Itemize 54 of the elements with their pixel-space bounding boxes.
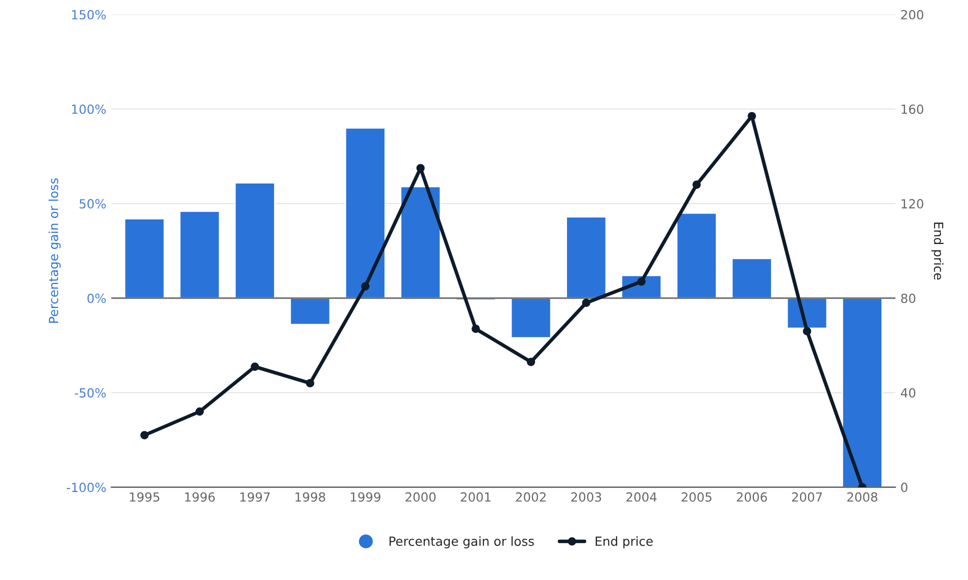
x-tick-label: 2006 [736,492,767,502]
y2-tick-label: 120 [902,199,924,209]
x-tick-label: 1996 [185,492,215,502]
bar [676,212,718,299]
point [692,180,701,189]
y2-tick-label: 80 [901,294,916,304]
x-tick-label: 2002 [516,492,546,502]
legend-label: Percentage gain or loss [390,536,534,548]
point [416,164,425,172]
point [526,358,536,366]
point [306,379,314,388]
y-tick-label: 50% [80,199,106,209]
x-tick-label: 1995 [130,492,160,502]
bar [234,182,276,299]
y2-tick-label: 0 [901,482,908,492]
x-tick-label: 1998 [296,492,326,502]
y-tick-label: 0% [87,294,106,304]
y-axis-title: Percentage gain or loss [48,178,61,323]
point [250,362,260,371]
point [140,431,149,440]
point [361,282,370,290]
bar [510,297,552,339]
x-tick-label: 2000 [406,492,436,502]
x-tick-label: 2001 [460,492,491,502]
point [196,407,204,416]
y2-tick-label: 160 [902,104,924,114]
x-tick-label: 1999 [350,492,380,502]
y2-axis-title: End price [931,222,944,280]
x-tick-label: 1997 [240,492,270,502]
legend-label: End price [596,536,653,548]
bar [400,186,442,299]
bar [842,297,883,488]
bar [290,297,331,326]
x-tick-label: 2003 [571,492,602,502]
y-tick-label: 150% [72,10,106,20]
bar [179,210,220,299]
point [472,324,480,334]
point [582,298,590,308]
x-tick-label: 2004 [626,492,657,502]
y2-tick-label: 40 [900,388,916,398]
bar [731,258,772,299]
point [802,327,812,336]
bar [566,216,607,299]
y-tick-label: -50% [74,388,106,398]
x-tick-label: 2008 [847,492,878,502]
point [637,277,646,286]
bar [124,218,166,299]
x-tick-label: 2007 [792,492,822,502]
y2-tick-label: 200 [901,10,924,20]
y-tick-label: 100% [72,104,106,114]
y-tick-label: -100% [66,482,106,492]
bar [344,127,386,299]
point [748,112,756,120]
x-tick-label: 2005 [682,492,712,502]
